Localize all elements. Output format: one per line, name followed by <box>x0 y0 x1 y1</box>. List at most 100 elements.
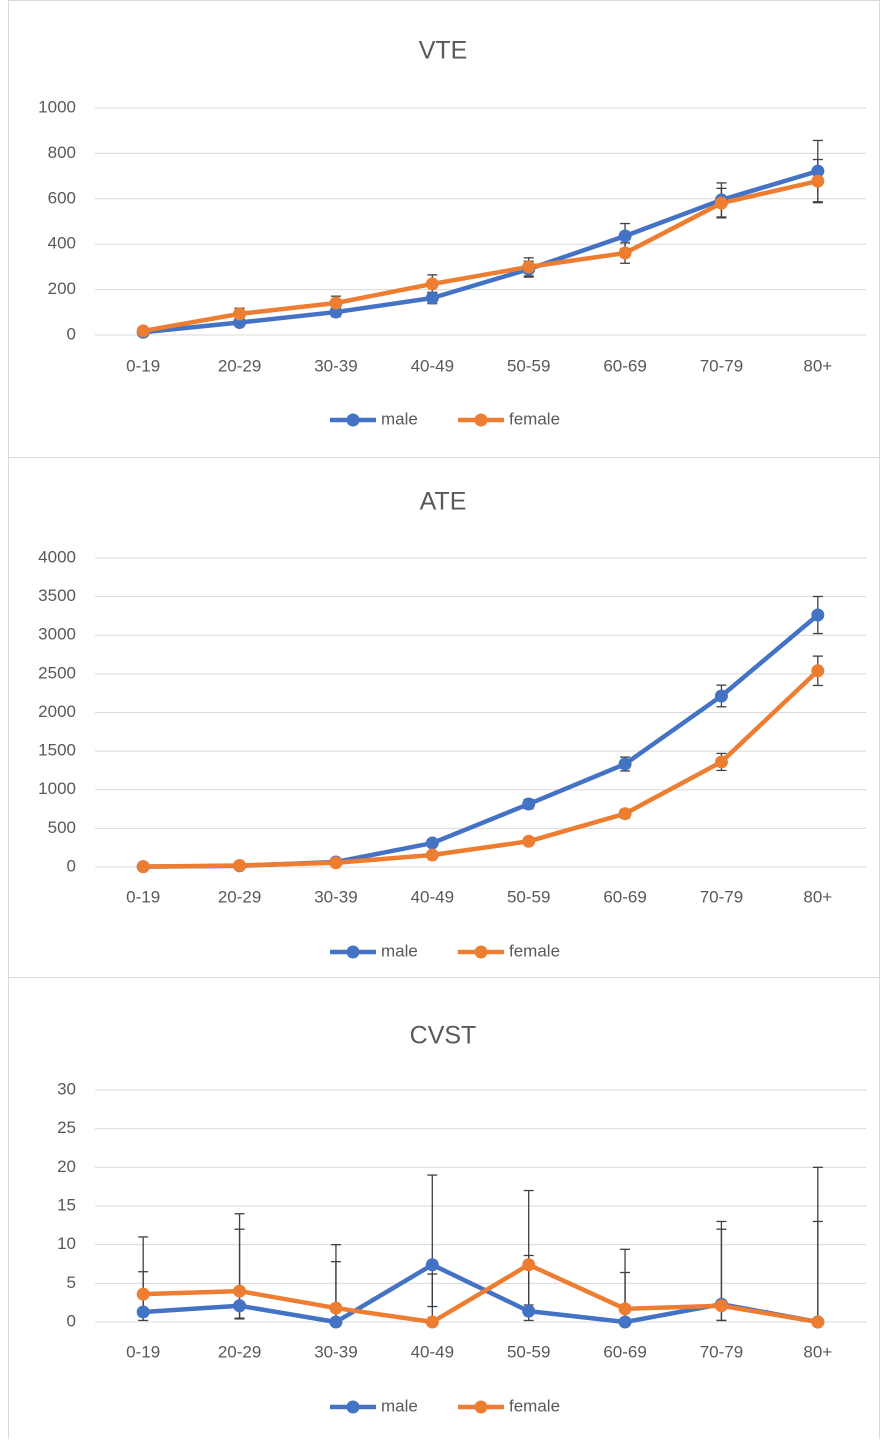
legend-label: male <box>381 409 418 428</box>
point-marker <box>811 175 824 188</box>
legend-marker <box>475 1401 488 1414</box>
x-tick-label: 20-29 <box>218 356 261 375</box>
point-marker <box>619 1316 632 1329</box>
point-marker <box>233 1285 246 1298</box>
x-tick-label: 70-79 <box>700 356 743 375</box>
x-tick-label: 80+ <box>803 1342 832 1361</box>
point-marker <box>715 1299 728 1312</box>
point-marker <box>137 1288 150 1301</box>
point-marker <box>329 856 342 869</box>
x-tick-label: 0-19 <box>126 887 160 906</box>
point-marker <box>426 277 439 290</box>
x-tick-label: 50-59 <box>507 1342 550 1361</box>
x-tick-label: 20-29 <box>218 1342 261 1361</box>
y-tick-label: 400 <box>48 234 76 253</box>
x-tick-label: 30-39 <box>314 887 357 906</box>
x-tick-label: 40-49 <box>411 1342 454 1361</box>
x-tick-label: 40-49 <box>411 887 454 906</box>
y-tick-label: 5 <box>67 1273 76 1292</box>
x-tick-label: 50-59 <box>507 356 550 375</box>
point-marker <box>426 291 439 304</box>
x-tick-label: 30-39 <box>314 356 357 375</box>
point-marker <box>522 1258 535 1271</box>
legend-label: female <box>509 941 560 960</box>
legend-marker <box>475 414 488 427</box>
y-tick-label: 500 <box>48 818 76 837</box>
point-marker <box>522 1305 535 1318</box>
legend-marker <box>347 946 360 959</box>
x-tick-label: 30-39 <box>314 1342 357 1361</box>
x-tick-label: 20-29 <box>218 887 261 906</box>
point-marker <box>811 609 824 622</box>
y-tick-label: 1000 <box>38 779 76 798</box>
y-tick-label: 3500 <box>38 586 76 605</box>
point-marker <box>426 837 439 850</box>
point-marker <box>233 1299 246 1312</box>
point-marker <box>715 755 728 768</box>
point-marker <box>715 197 728 210</box>
point-marker <box>811 664 824 677</box>
y-tick-label: 15 <box>57 1195 76 1214</box>
x-tick-label: 40-49 <box>411 356 454 375</box>
y-tick-label: 0 <box>67 324 76 343</box>
x-tick-label: 0-19 <box>126 356 160 375</box>
x-tick-label: 0-19 <box>126 1342 160 1361</box>
x-tick-label: 60-69 <box>603 1342 646 1361</box>
point-marker <box>522 835 535 848</box>
x-tick-label: 70-79 <box>700 1342 743 1361</box>
y-tick-label: 800 <box>48 143 76 162</box>
y-tick-label: 30 <box>57 1079 76 1098</box>
y-tick-label: 1500 <box>38 741 76 760</box>
point-marker <box>137 860 150 873</box>
point-marker <box>137 324 150 337</box>
y-tick-label: 200 <box>48 279 76 298</box>
y-tick-label: 0 <box>67 1311 76 1330</box>
y-tick-label: 4000 <box>38 547 76 566</box>
point-marker <box>522 260 535 273</box>
chart-title: CVST <box>410 1022 477 1050</box>
legend-marker <box>347 414 360 427</box>
chart-title: VTE <box>419 37 468 65</box>
point-marker <box>619 247 632 260</box>
chart-frame <box>9 1 880 1440</box>
point-marker <box>619 758 632 771</box>
y-tick-label: 2000 <box>38 702 76 721</box>
point-marker <box>426 849 439 862</box>
legend-label: female <box>509 1396 560 1415</box>
point-marker <box>329 1316 342 1329</box>
point-marker <box>233 307 246 320</box>
legend-marker <box>475 946 488 959</box>
point-marker <box>522 798 535 811</box>
y-tick-label: 25 <box>57 1118 76 1137</box>
point-marker <box>137 1305 150 1318</box>
y-tick-label: 1000 <box>38 97 76 116</box>
y-tick-label: 3000 <box>38 625 76 644</box>
x-tick-label: 50-59 <box>507 887 550 906</box>
y-tick-label: 20 <box>57 1157 76 1176</box>
x-tick-label: 60-69 <box>603 887 646 906</box>
point-marker <box>619 230 632 243</box>
point-marker <box>619 807 632 820</box>
point-marker <box>811 1316 824 1329</box>
x-tick-label: 80+ <box>803 887 832 906</box>
point-marker <box>619 1302 632 1315</box>
y-tick-label: 2500 <box>38 663 76 682</box>
legend-label: male <box>381 941 418 960</box>
point-marker <box>715 689 728 702</box>
point-marker <box>233 859 246 872</box>
legend-label: male <box>381 1396 418 1415</box>
y-tick-label: 600 <box>48 188 76 207</box>
point-marker <box>329 296 342 309</box>
legend-marker <box>347 1401 360 1414</box>
legend-label: female <box>509 409 560 428</box>
point-marker <box>426 1258 439 1271</box>
x-tick-label: 60-69 <box>603 356 646 375</box>
chart-title: ATE <box>420 488 467 516</box>
point-marker <box>329 1302 342 1315</box>
y-tick-label: 10 <box>57 1234 76 1253</box>
point-marker <box>426 1316 439 1329</box>
y-tick-label: 0 <box>67 856 76 875</box>
x-tick-label: 70-79 <box>700 887 743 906</box>
